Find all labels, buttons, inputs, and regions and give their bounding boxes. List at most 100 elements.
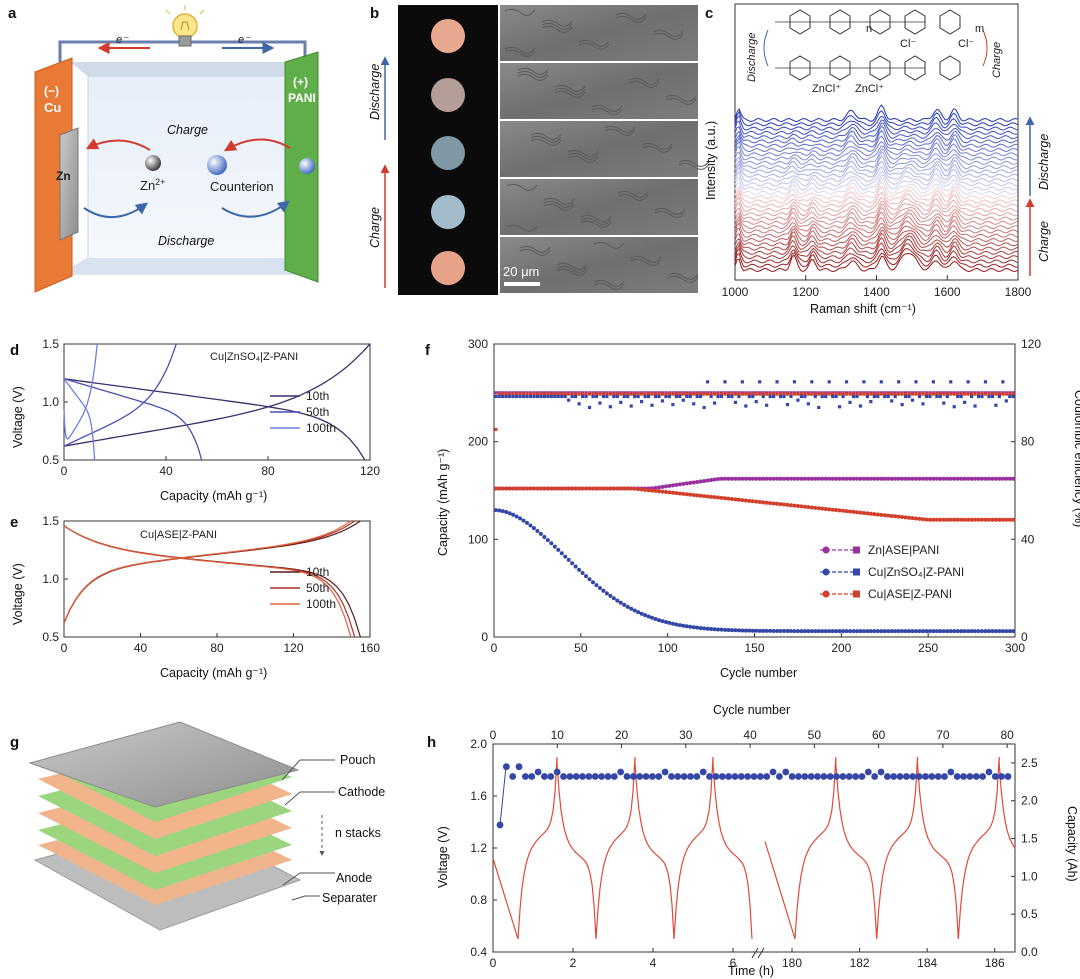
f-capacity-point-cuase	[656, 489, 661, 494]
sem-texture	[556, 265, 588, 273]
f-ce-point-cuase	[834, 392, 838, 396]
raman-spectrum	[734, 203, 1018, 221]
f-ce-point-cuznso4	[900, 402, 904, 407]
f-ce-point-cuase	[917, 392, 922, 396]
sem-texture	[578, 42, 610, 50]
f-capacity-point-cuase	[716, 495, 721, 500]
raman-x-tick-label: 1200	[792, 285, 819, 299]
f-ce-point-cuase	[831, 392, 835, 396]
h-capacity-point	[566, 773, 574, 780]
f-capacity-point-cuznso4	[945, 629, 950, 634]
f-capacity-point-cuznso4	[719, 627, 724, 632]
f-capacity-point-cuznso4	[882, 629, 887, 634]
f-ce-point-cuase	[692, 392, 696, 396]
panel-b-images: b 20 μm Discharge Charge	[368, 5, 710, 295]
f-capacity-point-zn	[712, 477, 717, 482]
f-capacity-point-zn	[667, 483, 672, 488]
f-capacity-point-cuase	[733, 497, 738, 502]
f-ce-point-cuase	[928, 392, 932, 396]
e-legend: 10th 50th 100th	[270, 565, 336, 611]
f-capacity-point-zn	[841, 476, 846, 481]
h-voltage-curve-left	[492, 756, 753, 940]
f-capacity-point-zn	[806, 476, 811, 481]
f-capacity-point-zn	[980, 476, 985, 481]
f-capacity-point-zn	[695, 479, 700, 484]
f-capacity-point-zn	[875, 476, 880, 481]
electron-label-left: e⁻	[116, 34, 129, 46]
discharge-vertical-label: Discharge	[368, 64, 382, 120]
f-capacity-point-cuznso4	[677, 623, 682, 628]
f-ce-point-cuznso4	[976, 394, 981, 399]
f-ce-point-cuznso4	[744, 404, 748, 408]
f-capacity-point-cuase	[980, 517, 985, 522]
f-ce-point-cuase	[765, 392, 769, 396]
pani-label: PANI	[288, 91, 316, 105]
sem-texture	[591, 104, 623, 112]
zn-label: Zn	[56, 169, 71, 183]
f-capacity-point-zn	[740, 476, 745, 481]
stacked-layers	[28, 721, 302, 931]
f-ce-point-cuznso4	[813, 394, 817, 399]
e-curves	[63, 520, 361, 638]
x-tick-label: 160	[360, 641, 380, 655]
f-capacity-point-cuznso4	[820, 629, 825, 634]
f-ce-point-cuznso4	[612, 394, 616, 399]
f-ce-point-cuznso4	[810, 380, 814, 384]
f-capacity-point-zn	[830, 476, 835, 481]
f-ce-point-cuznso4	[567, 398, 571, 402]
f-capacity-point-cuase	[900, 515, 905, 520]
f-capacity-point-cuznso4	[861, 629, 866, 634]
f-capacity-point-cuase	[618, 486, 623, 491]
f-ce-point-cuznso4	[1011, 394, 1015, 399]
h-ticks: 0 2 4 6 180 182 184 186 0 10 20 30 40 50 60 70 80 0.4 0.8 1…	[470, 728, 1038, 970]
f-capacity-point-cuase	[795, 504, 800, 509]
h-x2-tick-label: 60	[872, 728, 886, 742]
f-capacity-point-cuase	[549, 486, 554, 491]
sem-texture	[667, 272, 699, 280]
f-ce-point-cuznso4	[525, 394, 529, 399]
f-capacity-point-cuase	[893, 514, 898, 519]
x-tick-label: 0	[61, 464, 68, 478]
raman-spectrum	[734, 145, 1018, 161]
f-ce-point-cuase	[772, 392, 776, 396]
f-capacity-point-cuase	[886, 513, 891, 518]
h-capacity-point	[591, 773, 599, 780]
h-capacity-point	[979, 773, 986, 780]
h-capacity-point	[579, 773, 586, 780]
f-capacity-point-zn	[795, 476, 800, 481]
f-ce-point-cuznso4	[695, 394, 699, 399]
h-y2-tick-label: 2.0	[1021, 794, 1038, 808]
panel-h-chart: h 0 2 4 6 180 182 184 186 0 10 20 30 40 50 60 70 80 0.4 0.…	[427, 703, 1079, 978]
f-ce-point-cuase	[775, 392, 779, 396]
leader-pouch	[281, 759, 335, 781]
f-capacity-point-zn	[802, 476, 807, 481]
f-ce-point-cuase	[754, 392, 758, 396]
f-capacity-point-zn	[754, 476, 759, 481]
f-capacity-point-cuase	[747, 498, 752, 503]
f-ce-point-cuase	[660, 392, 665, 396]
raman-spectrum	[734, 206, 1018, 225]
f-capacity-point-cuase	[702, 494, 707, 499]
discharge-arrow-zn	[83, 202, 148, 219]
h-y-tick-label: 1.2	[470, 841, 487, 855]
f-y2-tick-label: 80	[1021, 435, 1035, 449]
f-ce-point-cuznso4	[726, 394, 731, 399]
charge-vertical-label: Charge	[368, 207, 382, 248]
f-capacity-point-cuznso4	[907, 629, 912, 634]
f-capacity-point-zn	[938, 476, 943, 481]
e-discharge-curve-100th	[63, 525, 352, 638]
f-ce-point-cuase	[723, 392, 727, 396]
f-ce-point-cuase	[608, 392, 612, 396]
h-capacity-point	[795, 773, 802, 780]
f-capacity-point-cuznso4	[698, 626, 703, 631]
f-capacity-point-zn	[931, 476, 936, 481]
f-ce-point-cuznso4	[702, 405, 706, 410]
f-capacity-point-zn	[656, 485, 661, 490]
h-capacity-point	[617, 768, 625, 776]
f-ce-point-cuznso4	[931, 380, 935, 384]
f-capacity-point-cuznso4	[778, 629, 783, 634]
f-capacity-point-cuznso4	[500, 509, 505, 514]
h-capacity-point	[928, 773, 936, 780]
f-capacity-point-cuase	[563, 486, 568, 491]
raman-x-tick-label: 1400	[863, 285, 890, 299]
